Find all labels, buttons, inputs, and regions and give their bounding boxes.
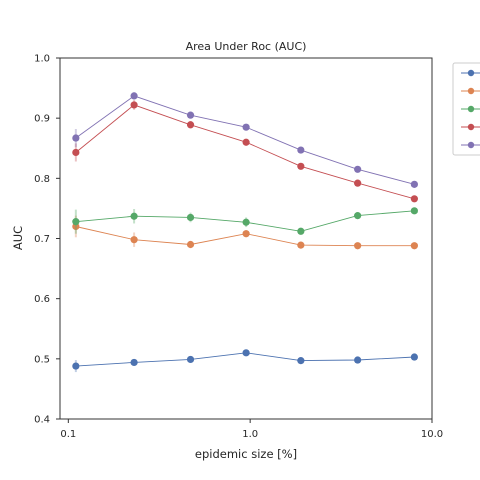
series-3	[72, 207, 418, 235]
data-point	[72, 134, 80, 142]
data-point	[354, 356, 362, 364]
y-axis-ticks: 0.4 0.5 0.6 0.7 0.8 0.9 1.0	[34, 54, 60, 426]
y-tick-label: 0.8	[34, 174, 50, 185]
data-point	[130, 212, 138, 220]
data-point	[130, 358, 138, 367]
data-point	[72, 362, 80, 370]
data-point	[72, 148, 80, 157]
data-point	[130, 101, 138, 109]
data-point	[186, 240, 195, 249]
data-point	[410, 242, 418, 250]
legend-marker	[467, 69, 475, 77]
x-tick-label: 0.1	[60, 429, 76, 440]
data-point	[297, 162, 305, 170]
y-tick-label: 1.0	[34, 54, 50, 65]
data-point	[297, 357, 305, 365]
data-point	[354, 179, 362, 187]
data-point	[354, 242, 362, 250]
data-point	[354, 212, 362, 220]
data-point	[186, 111, 195, 119]
data-point	[410, 195, 418, 203]
data-point	[297, 146, 305, 154]
legend-marker	[467, 141, 475, 149]
series-4	[72, 100, 418, 203]
y-tick-label: 0.7	[34, 234, 50, 245]
y-tick-label: 0.9	[34, 114, 50, 125]
data-point	[242, 218, 250, 226]
chart-title: Area Under Roc (AUC)	[186, 40, 307, 53]
series-1	[72, 349, 418, 373]
x-tick-label: 10.0	[421, 429, 443, 440]
data-point	[186, 213, 195, 222]
data-point	[410, 207, 418, 215]
data-point	[130, 236, 138, 244]
data-point	[130, 92, 138, 100]
data-point	[242, 349, 250, 357]
y-tick-label: 0.6	[34, 294, 50, 305]
data-point	[242, 123, 250, 131]
legend-marker	[467, 123, 475, 131]
y-tick-label: 0.4	[34, 415, 50, 426]
data-point	[242, 138, 250, 146]
x-axis-ticks: 0.1 1.0 10.0	[60, 419, 443, 440]
series-5	[72, 92, 418, 188]
series-group	[72, 92, 418, 373]
plot-area-frame	[59, 57, 433, 420]
y-axis-label: AUC	[11, 226, 25, 250]
data-point	[72, 218, 80, 226]
data-point	[186, 121, 195, 129]
legend-marker	[467, 105, 475, 113]
y-tick-label: 0.5	[34, 354, 50, 365]
x-tick-label: 1.0	[242, 429, 258, 440]
data-point	[410, 353, 418, 361]
data-point	[354, 165, 362, 173]
data-point	[242, 230, 250, 238]
data-point	[410, 180, 418, 188]
legend	[452, 62, 480, 156]
legend-items	[461, 69, 480, 149]
series-2	[72, 215, 418, 250]
data-point	[297, 241, 305, 249]
legend-marker	[467, 87, 475, 95]
data-point	[186, 355, 195, 364]
data-point	[297, 227, 305, 235]
x-axis-label: epidemic size [%]	[195, 447, 297, 461]
